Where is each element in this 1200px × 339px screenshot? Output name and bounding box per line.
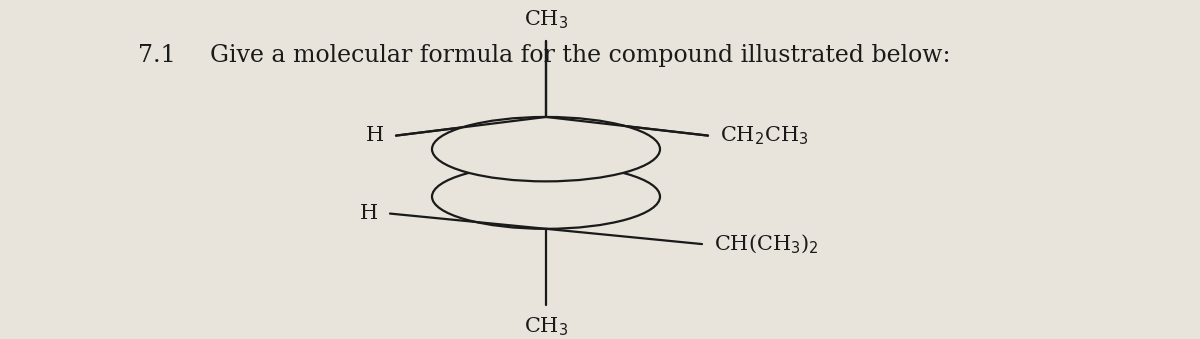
Ellipse shape xyxy=(432,117,660,181)
Text: CH$_3$: CH$_3$ xyxy=(523,8,569,31)
Text: CH(CH$_3$)$_2$: CH(CH$_3$)$_2$ xyxy=(714,233,818,256)
Text: 7.1: 7.1 xyxy=(138,44,175,67)
Text: H: H xyxy=(366,126,384,145)
Text: H: H xyxy=(360,204,378,223)
Text: CH$_2$CH$_3$: CH$_2$CH$_3$ xyxy=(720,124,809,147)
Text: CH$_3$: CH$_3$ xyxy=(523,315,569,338)
Text: Give a molecular formula for the compound illustrated below:: Give a molecular formula for the compoun… xyxy=(210,44,950,67)
